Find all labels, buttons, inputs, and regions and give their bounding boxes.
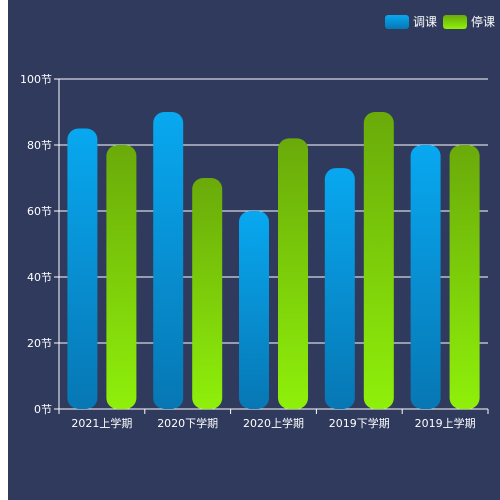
- legend[interactable]: 调课 停课: [385, 14, 495, 29]
- bar-series2-2019上学期[interactable]: [449, 145, 480, 409]
- x-tick-label: 2019上学期: [415, 416, 476, 430]
- legend-swatch[interactable]: [443, 15, 467, 29]
- bar-series1-2020下学期[interactable]: [153, 112, 184, 409]
- bar-series2-2020上学期[interactable]: [278, 138, 308, 409]
- bar-series2-2020下学期[interactable]: [192, 178, 223, 409]
- x-tick-label: 2019下学期: [329, 416, 390, 430]
- bars: [67, 112, 480, 410]
- bar-series2-2021上学期[interactable]: [106, 145, 137, 409]
- bar-series1-2019上学期[interactable]: [410, 145, 441, 409]
- y-tick-label: 40节: [27, 271, 52, 284]
- bar-series1-2020上学期[interactable]: [239, 211, 269, 409]
- y-tick-label: 100节: [20, 73, 52, 86]
- bar-series2-2019下学期[interactable]: [363, 112, 394, 409]
- bar-series1-2021上学期[interactable]: [67, 128, 98, 410]
- x-axis: 2021上学期 2020下学期 2020上学期 2019下学期 2019上学期: [58, 408, 489, 430]
- y-tick-label: 0节: [34, 403, 52, 416]
- bar-series1-2019下学期[interactable]: [324, 168, 355, 409]
- chart-panel: 调课 停课 0节 20节 40节 60节 80节 100节 2021上学期 2020下学期 20…: [8, 0, 500, 500]
- legend-swatch[interactable]: [385, 15, 409, 29]
- legend-label[interactable]: 调课: [413, 15, 437, 29]
- y-axis: 0节 20节 40节 60节 80节 100节: [20, 73, 60, 416]
- y-tick-label: 80节: [27, 139, 52, 152]
- legend-label[interactable]: 停课: [471, 14, 495, 29]
- y-tick-label: 60节: [27, 205, 52, 218]
- x-tick-label: 2020上学期: [243, 416, 304, 430]
- x-tick-label: 2020下学期: [157, 416, 218, 430]
- x-tick-label: 2021上学期: [71, 416, 132, 430]
- y-tick-label: 20节: [27, 337, 52, 350]
